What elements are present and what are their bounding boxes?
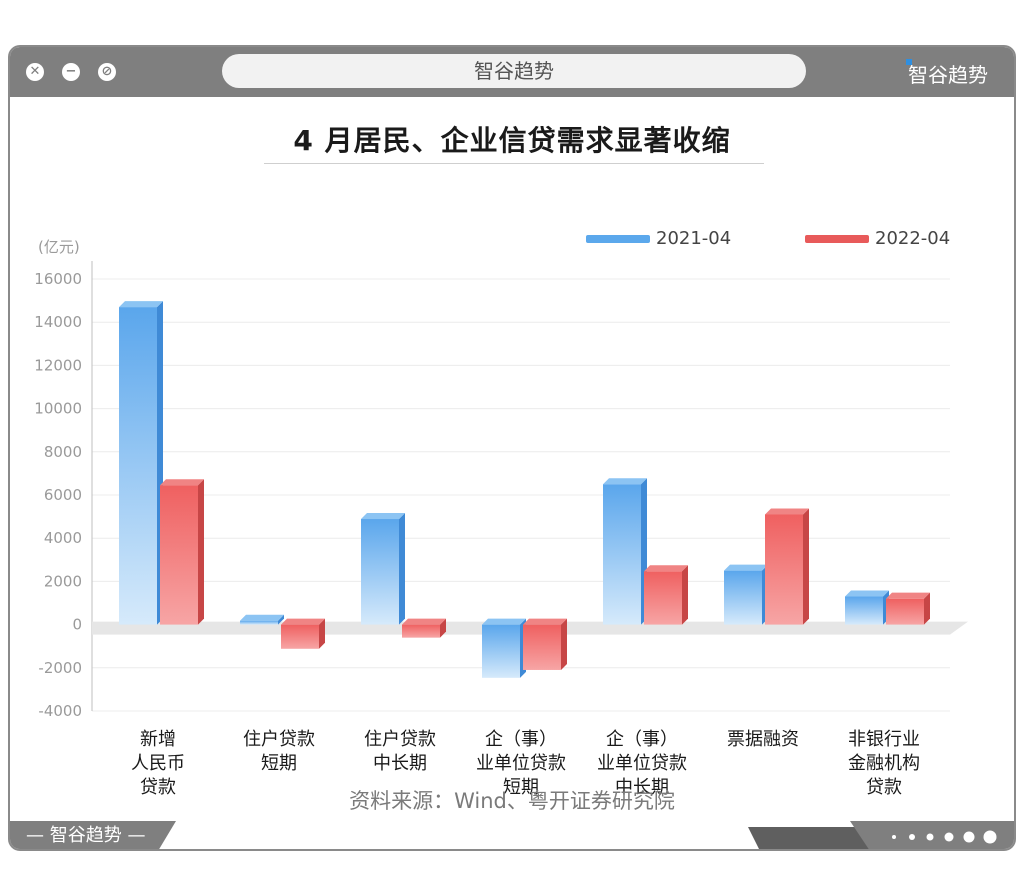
bar-top [160,479,204,486]
bar-top [603,478,647,485]
bar [240,620,278,625]
bar [724,570,762,625]
y-tick-label: -4000 [38,702,82,720]
category-label: 短期 [261,753,297,774]
close-icon[interactable]: ✕ [26,63,44,81]
bar-side [682,565,688,625]
bar-top [240,614,284,621]
minimize-icon[interactable]: − [62,63,80,81]
chart-title: 4 月居民、企业信贷需求显著收缩 [293,124,731,157]
brand-logo: 智谷趋势 [906,59,988,88]
category-label: 人民币 [131,753,185,774]
bar [281,624,319,649]
source-note: 资料来源：Wind、粤开证券研究院 [349,789,675,813]
title-bar: ✕ − ⊘ 智谷趋势 智谷趋势 [10,47,1014,97]
category-label: 住户贷款 [243,729,315,750]
y-tick-label: 0 [72,616,82,634]
bar [765,514,803,625]
bar [523,624,561,670]
bar-top [281,618,325,625]
bar [482,624,520,678]
bar-top [361,513,405,520]
bar [402,624,440,638]
bar [119,307,157,625]
category-label: 企（事） [606,729,678,750]
address-bar[interactable]: 智谷趋势 [222,54,806,88]
y-tick-label: 8000 [44,443,82,461]
bar-top [644,565,688,572]
bar-side [803,508,809,625]
bar [361,519,399,625]
title-divider [264,163,764,164]
bar-side [924,592,930,625]
bar-top [845,590,889,597]
bar-side [399,513,405,625]
category-label: 非银行业 [848,729,920,750]
category-label: 新增 [140,729,176,750]
category-label: 短期 [503,777,539,797]
legend-swatch [586,235,650,243]
bar-top [119,301,163,308]
bar [644,571,682,625]
bar [845,596,883,625]
bar-top [402,618,446,625]
y-tick-label: 14000 [34,313,82,331]
category-label: 业单位贷款 [476,753,566,774]
category-label: 业单位贷款 [597,753,687,774]
bar [886,598,924,625]
y-tick-label: 10000 [34,400,82,418]
category-label: 票据融资 [727,729,799,750]
y-tick-label: 16000 [34,270,82,288]
bar-top [765,508,809,515]
y-tick-label: -2000 [38,659,82,677]
bar-side [278,614,284,625]
bar [603,484,641,625]
bar-side [319,618,325,649]
footer-brand: — 智谷趋势 — [26,825,146,846]
category-label: 企（事） [485,729,557,750]
category-label: 贷款 [866,777,902,797]
app-window: ✕ − ⊘ 智谷趋势 智谷趋势 4 月居民、企业信贷需求显著收缩 (亿元) 160… [8,45,1016,851]
bar-top [523,618,567,625]
legend-label: 2022-04 [875,228,950,249]
category-label: 金融机构 [848,753,920,774]
y-unit-label: (亿元) [38,238,80,256]
category-label: 贷款 [140,777,176,797]
y-tick-label: 6000 [44,486,82,504]
block-icon[interactable]: ⊘ [98,63,116,81]
bar-top [886,592,930,599]
category-label: 住户贷款 [364,729,436,750]
category-label: 中长期 [373,753,427,774]
legend-label: 2021-04 [656,228,731,249]
y-tick-label: 4000 [44,529,82,547]
bar-top [724,564,768,571]
bar-chart: (亿元) 16000 14000 12000 10000 8000 6000 4000 2000… [34,228,968,797]
legend-swatch [805,235,869,243]
bar [160,485,198,625]
bar-side [561,618,567,670]
y-tick-label: 2000 [44,572,82,590]
bar-top [482,618,526,625]
bar-side [198,479,204,625]
bar-side [440,618,446,638]
footer-bar [10,821,1014,849]
category-label: 中长期 [615,777,669,797]
y-tick-label: 12000 [34,356,82,374]
